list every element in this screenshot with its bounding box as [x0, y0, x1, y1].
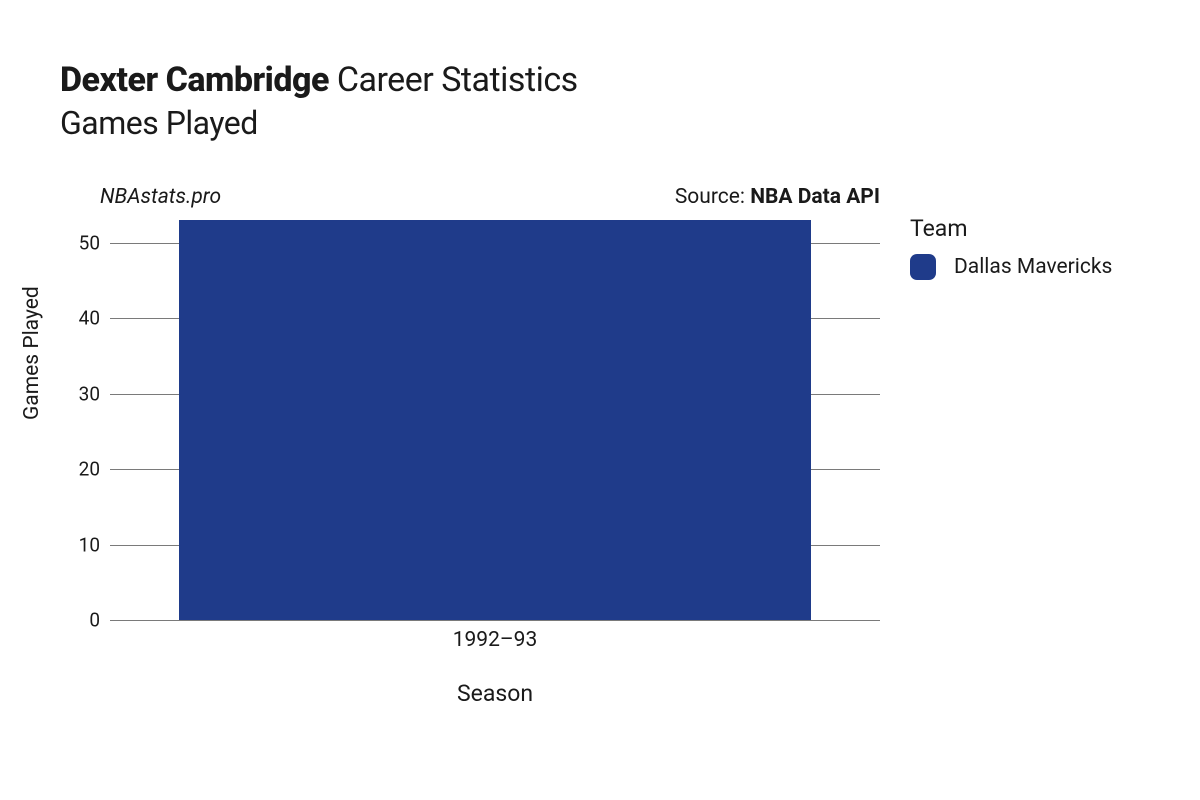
legend-title: Team [910, 215, 1112, 242]
chart-container: Dexter Cambridge Career Statistics Games… [0, 0, 1200, 800]
y-tick-label: 0 [60, 609, 100, 632]
legend-swatch [910, 254, 936, 280]
legend-item: Dallas Mavericks [910, 254, 1112, 280]
y-tick-label: 20 [60, 458, 100, 481]
legend-label: Dallas Mavericks [954, 255, 1112, 279]
x-axis-title: Season [457, 680, 533, 707]
y-tick-label: 10 [60, 533, 100, 556]
source-prefix: Source: [675, 185, 750, 209]
subhead-row: NBAstats.pro Source: NBA Data API [100, 185, 880, 209]
title-suffix: Career Statistics [329, 60, 578, 100]
y-tick-label: 50 [60, 231, 100, 254]
y-tick-label: 30 [60, 382, 100, 405]
site-credit: NBAstats.pro [100, 185, 221, 209]
title-block: Dexter Cambridge Career Statistics Games… [60, 60, 578, 142]
gridline [110, 620, 880, 621]
chart-subtitle: Games Played [60, 104, 578, 142]
legend: Team Dallas Mavericks [910, 215, 1112, 280]
x-tick-label: 1992–93 [453, 628, 538, 652]
plot-area: 010203040501992–93 [110, 220, 880, 620]
y-axis-title: Games Played [20, 286, 44, 420]
y-tick-label: 40 [60, 307, 100, 330]
player-name: Dexter Cambridge [60, 60, 329, 100]
chart-title: Dexter Cambridge Career Statistics [60, 60, 578, 100]
bar [179, 220, 810, 620]
source-credit: Source: NBA Data API [675, 185, 880, 209]
source-name: NBA Data API [750, 185, 880, 209]
